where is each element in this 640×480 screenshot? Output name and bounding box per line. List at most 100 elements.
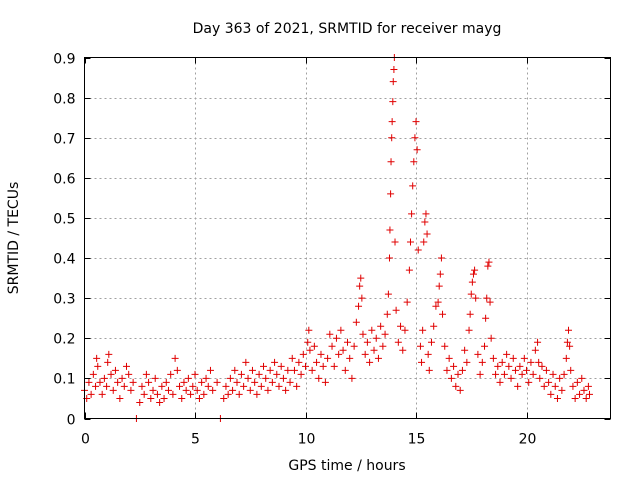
data-point bbox=[288, 354, 296, 362]
data-point bbox=[366, 358, 374, 366]
data-point bbox=[171, 354, 179, 362]
data-point bbox=[200, 390, 208, 398]
data-point bbox=[379, 342, 387, 350]
data-point bbox=[520, 354, 528, 362]
data-point bbox=[359, 330, 367, 338]
data-point bbox=[118, 374, 126, 382]
data-point bbox=[319, 362, 327, 370]
data-point bbox=[542, 366, 550, 374]
data-point bbox=[120, 382, 128, 390]
data-point bbox=[423, 230, 431, 238]
data-point bbox=[127, 386, 135, 394]
data-point bbox=[341, 366, 349, 374]
data-point bbox=[518, 370, 526, 378]
data-point bbox=[182, 386, 190, 394]
data-point bbox=[237, 370, 245, 378]
data-point bbox=[582, 394, 590, 402]
data-point bbox=[435, 282, 443, 290]
axis-ticks bbox=[84, 57, 611, 420]
data-point bbox=[450, 362, 458, 370]
data-point bbox=[547, 390, 555, 398]
data-point bbox=[246, 386, 254, 394]
chart-title: Day 363 of 2021, SRMTID for receiver may… bbox=[193, 21, 502, 37]
data-point bbox=[233, 378, 241, 386]
data-point bbox=[482, 314, 490, 322]
data-point bbox=[387, 190, 395, 198]
data-point bbox=[567, 366, 575, 374]
data-point bbox=[187, 390, 195, 398]
data-point bbox=[406, 238, 414, 246]
data-point bbox=[114, 378, 122, 386]
data-point bbox=[390, 66, 398, 74]
data-point bbox=[220, 394, 228, 402]
data-point bbox=[138, 382, 146, 390]
x-tick-labels: 0 5 10 15 20 bbox=[81, 432, 536, 448]
data-point bbox=[389, 98, 397, 106]
data-point bbox=[125, 370, 133, 378]
data-point bbox=[531, 346, 539, 354]
data-point bbox=[437, 254, 445, 262]
data-point bbox=[213, 378, 221, 386]
data-point bbox=[116, 394, 124, 402]
data-point bbox=[198, 378, 206, 386]
data-point bbox=[332, 334, 340, 342]
data-point bbox=[377, 322, 385, 330]
plot-frame bbox=[84, 57, 611, 419]
data-point bbox=[107, 370, 115, 378]
data-point bbox=[109, 386, 117, 394]
data-point bbox=[244, 374, 252, 382]
data-point bbox=[381, 330, 389, 338]
data-point bbox=[103, 382, 111, 390]
data-point bbox=[474, 350, 482, 358]
data-point bbox=[525, 378, 533, 386]
data-point bbox=[98, 390, 106, 398]
data-point bbox=[384, 290, 392, 298]
data-point bbox=[262, 374, 270, 382]
data-point bbox=[441, 342, 449, 350]
data-point bbox=[443, 366, 451, 374]
data-point bbox=[313, 358, 321, 366]
data-point bbox=[476, 370, 484, 378]
grid-lines bbox=[84, 57, 611, 419]
data-point bbox=[321, 378, 329, 386]
data-point bbox=[419, 326, 427, 334]
data-point bbox=[257, 382, 265, 390]
data-point bbox=[566, 342, 574, 350]
data-point bbox=[158, 382, 166, 390]
data-point bbox=[576, 390, 584, 398]
data-point bbox=[413, 146, 421, 154]
data-point bbox=[556, 374, 564, 382]
y-tick-label: 0.9 bbox=[53, 52, 75, 68]
data-point bbox=[87, 390, 95, 398]
data-point bbox=[100, 374, 108, 382]
data-point bbox=[224, 390, 232, 398]
data-point bbox=[401, 326, 409, 334]
data-point bbox=[169, 390, 177, 398]
data-point bbox=[111, 366, 119, 374]
data-point bbox=[253, 390, 261, 398]
data-point bbox=[191, 370, 199, 378]
data-point bbox=[422, 210, 430, 218]
data-point bbox=[584, 382, 592, 390]
data-point bbox=[136, 398, 144, 406]
data-point bbox=[439, 310, 447, 318]
y-tick-label: 0.3 bbox=[53, 292, 75, 308]
data-point bbox=[229, 386, 237, 394]
data-point bbox=[94, 362, 102, 370]
data-point bbox=[392, 306, 400, 314]
x-axis-label: GPS time / hours bbox=[288, 458, 405, 474]
data-point bbox=[503, 350, 511, 358]
data-point bbox=[454, 370, 462, 378]
data-point bbox=[304, 338, 312, 346]
data-point bbox=[405, 266, 413, 274]
data-point bbox=[96, 378, 104, 386]
data-point bbox=[545, 378, 553, 386]
data-point bbox=[514, 382, 522, 390]
data-point bbox=[240, 382, 248, 390]
data-point bbox=[105, 350, 113, 358]
data-point bbox=[523, 366, 531, 374]
y-tick-label: 0.7 bbox=[53, 132, 75, 148]
data-point bbox=[355, 302, 363, 310]
data-point bbox=[142, 370, 150, 378]
data-point bbox=[578, 374, 586, 382]
